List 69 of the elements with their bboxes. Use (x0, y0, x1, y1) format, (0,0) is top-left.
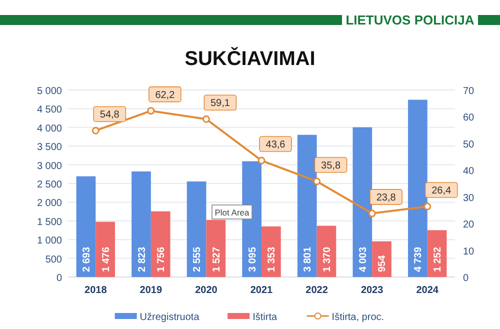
point (202, 115, 210, 123)
bar (132, 171, 151, 277)
bar (96, 222, 115, 277)
y2-tick-label: 40 (463, 166, 475, 178)
y-tick-label: 1 000 (36, 236, 62, 247)
y2-tick-label: 50 (463, 139, 475, 150)
y-tick-label: 4 500 (36, 104, 62, 116)
y-tick-label: 5 000 (36, 86, 62, 97)
data-label: 35,8 (321, 160, 341, 172)
data-label: 1 353 (266, 246, 278, 272)
y-tick-label: 1 500 (36, 216, 62, 228)
y-tick-label: 4 000 (36, 123, 62, 134)
x-tick-label: 2021 (250, 285, 274, 296)
x-tick-label: 2020 (195, 285, 218, 296)
data-label: 1 527 (211, 246, 222, 272)
point (313, 178, 321, 186)
y-tick-label: 2 000 (36, 198, 62, 210)
bar (186, 181, 206, 277)
point (424, 202, 432, 210)
point (368, 210, 376, 218)
data-label: 1 370 (322, 246, 333, 272)
legend-label: Užregistruota (140, 312, 200, 323)
annotation: Plot Area (214, 208, 250, 218)
data-label: 62,2 (155, 90, 176, 101)
y-tick-label: 3 000 (36, 160, 62, 172)
y-tick-label: 2 500 (36, 180, 62, 190)
y2-tick-label: 30 (463, 192, 475, 204)
bar (297, 134, 317, 277)
data-label: 1 756 (156, 246, 168, 272)
data-label: 59,1 (210, 98, 230, 110)
bar (408, 100, 428, 277)
data-label: 2 555 (192, 246, 204, 272)
data-label: 54,8 (100, 110, 120, 121)
data-label: 1 252 (432, 246, 444, 272)
x-tick-label: 2023 (360, 285, 384, 296)
bar (352, 127, 372, 277)
data-label: 3 801 (302, 246, 314, 272)
legend-label: Ištirta (252, 312, 278, 323)
data-label: 4 739 (413, 246, 424, 272)
y2-tick-label: 0 (463, 273, 469, 284)
y2-tick-label: 10 (463, 246, 475, 258)
chart-title: SUKČIAVIMAI (184, 47, 316, 70)
x-tick-label: 2024 (416, 285, 439, 296)
data-label: 1 476 (100, 246, 112, 272)
data-label: 3 095 (247, 246, 258, 272)
text: LIETUVOS POLICIJA (346, 12, 475, 28)
point (92, 126, 100, 134)
data-label: 2 823 (136, 246, 148, 272)
y2-tick-label: 20 (463, 220, 475, 231)
data-label: 2 693 (81, 246, 92, 272)
point (147, 107, 155, 115)
y-tick-label: 500 (45, 254, 62, 266)
y2-tick-label: 70 (463, 86, 475, 97)
x-tick-label: 2019 (140, 285, 162, 296)
bar (76, 176, 96, 277)
x-tick-label: 2022 (306, 285, 328, 296)
data-label: 23,8 (376, 192, 396, 204)
data-label: 954 (377, 254, 388, 272)
y2-tick-label: 60 (463, 112, 475, 124)
y-tick-label: 0 (56, 273, 62, 284)
point (258, 156, 266, 164)
data-label: 43,6 (266, 140, 286, 151)
legend-label: Ištirta, proc. (332, 312, 384, 323)
bar (150, 211, 170, 277)
x-tick-label: 2018 (84, 285, 108, 296)
y-tick-label: 3 500 (36, 142, 62, 154)
data-label: 4 003 (358, 246, 369, 272)
data-label: 26,4 (432, 185, 452, 196)
bar (262, 226, 281, 277)
